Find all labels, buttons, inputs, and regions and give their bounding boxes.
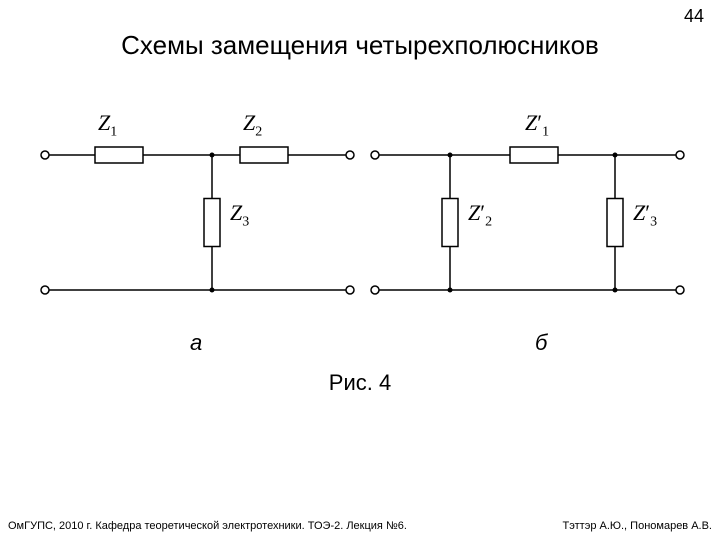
figure-label: Рис. 4 <box>0 370 720 396</box>
page-number: 44 <box>684 6 704 27</box>
label-z3: Z3 <box>230 200 249 230</box>
label-z1p: Z′1 <box>525 110 549 140</box>
label-z2: Z2 <box>243 110 262 140</box>
label-z1: Z1 <box>98 110 117 140</box>
circuit-diagrams: Z1 Z2 Z3 Z′1 Z′2 Z′3 <box>40 95 690 315</box>
page-title: Схемы замещения четырехполюсников <box>0 30 720 61</box>
label-z3p: Z′3 <box>633 200 657 230</box>
footer: ОмГУПС, 2010 г. Кафедра теоретической эл… <box>0 520 720 532</box>
sublabel-a: а <box>190 330 202 356</box>
footer-right: Тэттэр А.Ю., Пономарев А.В. <box>563 520 712 532</box>
circuit-svg <box>40 95 690 315</box>
sublabel-b: б <box>535 330 547 356</box>
footer-left: ОмГУПС, 2010 г. Кафедра теоретической эл… <box>8 520 563 532</box>
label-z2p: Z′2 <box>468 200 492 230</box>
